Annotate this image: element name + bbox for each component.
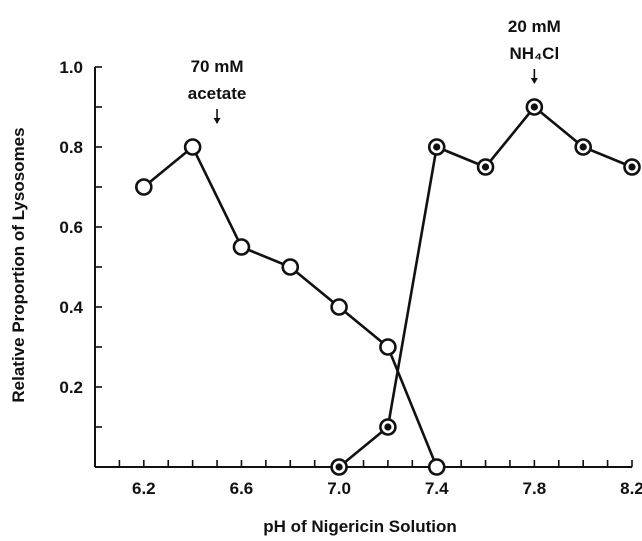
annotation-arrow-head [213,118,221,124]
x-axis-title: pH of Nigericin Solution [263,517,457,536]
open-circle-marker [330,298,348,316]
annotation-label-1: 70 mM [191,57,244,76]
x-tick-label: 7.0 [327,479,351,498]
y-tick-label: 0.2 [59,378,83,397]
x-tick-label: 6.6 [230,479,254,498]
annotation-label-2: 20 mM [508,17,561,36]
annotations: 70 mM acetate 20 mM NH₄Cl [188,17,561,124]
filled-circle-marker-center [481,163,490,171]
x-tick-label: 8.2 [620,479,642,498]
filled-circle-marker-center [579,143,587,151]
annotation-arrow-head [530,78,538,84]
filled-circle-marker-center [384,423,392,431]
y-tick-label: 0.6 [59,218,83,237]
x-tick-label: 7.8 [523,479,547,498]
open-circle-marker [427,458,446,476]
open-circle-marker [281,258,300,276]
x-tick-label: 6.2 [132,479,156,498]
y-tick-label: 0.8 [59,138,83,157]
series-layer [135,98,641,476]
open-circle-marker [232,238,251,256]
open-circle-marker [379,338,397,356]
filled-circle-marker-center [433,143,441,151]
filled-circle-marker-center [530,103,538,111]
y-axis-title: Relative Proportion of Lysosomes [9,127,28,402]
y-tick-label: 1.0 [59,58,83,77]
annotation-label-2: NH₄Cl [510,44,560,63]
open-circle-marker [183,138,202,156]
x-tick-label: 7.4 [425,479,449,498]
filled-circle-marker-center [628,163,636,171]
annotation-label-1: acetate [188,84,247,103]
axes: 6.2 6.6 7.0 7.4 7.8 8.2 0.2 0.4 0.6 0.8 1.0 [59,58,642,498]
series-line-1 [142,144,438,468]
open-circle-marker [135,178,153,196]
filled-circle-marker-center [335,463,343,471]
y-tick-label: 0.4 [59,298,83,317]
